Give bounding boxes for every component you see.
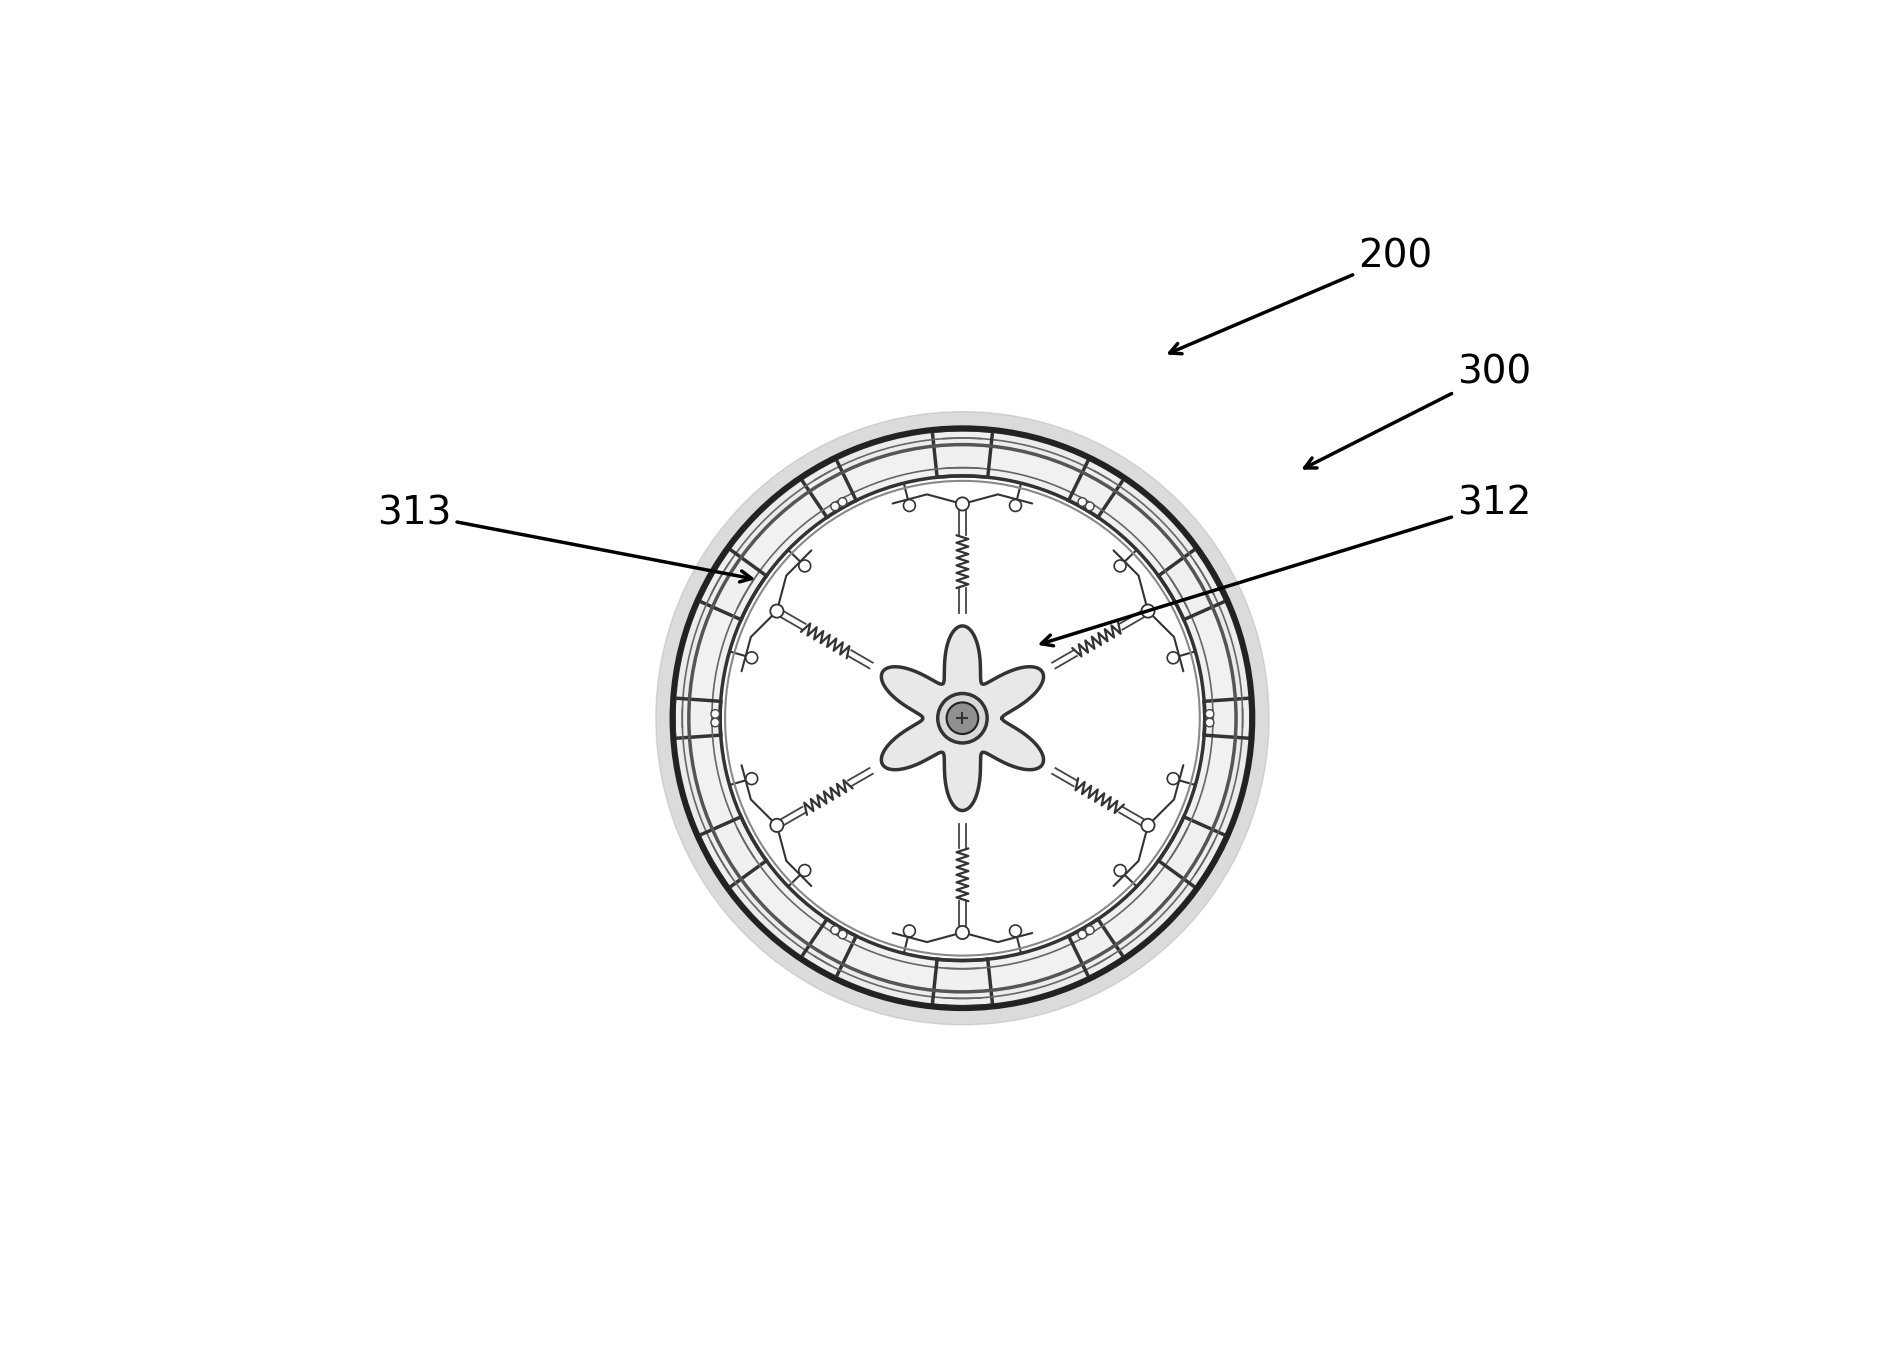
Polygon shape — [699, 817, 856, 977]
Circle shape — [710, 718, 720, 727]
Circle shape — [947, 703, 979, 734]
Text: 200: 200 — [1170, 238, 1432, 353]
Polygon shape — [1068, 817, 1225, 977]
Text: 313: 313 — [377, 495, 752, 582]
Circle shape — [831, 926, 839, 934]
Circle shape — [1205, 710, 1214, 718]
Circle shape — [1205, 718, 1214, 727]
Circle shape — [1085, 926, 1095, 934]
Circle shape — [746, 773, 758, 785]
Polygon shape — [672, 429, 1252, 1008]
Circle shape — [831, 501, 839, 511]
Circle shape — [1114, 560, 1127, 571]
Circle shape — [1010, 925, 1021, 937]
Polygon shape — [881, 626, 1044, 811]
Circle shape — [771, 819, 784, 832]
Circle shape — [839, 497, 847, 507]
Circle shape — [1010, 500, 1021, 511]
Circle shape — [1167, 773, 1180, 785]
Circle shape — [903, 500, 915, 511]
Polygon shape — [1068, 459, 1225, 619]
Circle shape — [799, 560, 811, 571]
Circle shape — [1114, 864, 1127, 877]
Circle shape — [1078, 497, 1087, 507]
Polygon shape — [801, 430, 992, 518]
Circle shape — [839, 930, 847, 938]
Circle shape — [903, 925, 915, 937]
Text: 300: 300 — [1305, 353, 1530, 469]
Circle shape — [1142, 604, 1155, 618]
Circle shape — [655, 411, 1269, 1025]
Polygon shape — [932, 919, 1123, 1007]
Polygon shape — [932, 430, 1123, 518]
Polygon shape — [1159, 699, 1250, 888]
Polygon shape — [1159, 548, 1250, 738]
Circle shape — [710, 710, 720, 718]
Circle shape — [1085, 501, 1095, 511]
Circle shape — [956, 926, 970, 938]
Polygon shape — [674, 548, 767, 738]
Circle shape — [746, 652, 758, 663]
Text: 312: 312 — [1042, 485, 1530, 645]
Circle shape — [1167, 652, 1180, 663]
Polygon shape — [801, 919, 992, 1007]
Circle shape — [672, 429, 1252, 1008]
Polygon shape — [674, 699, 767, 888]
Circle shape — [799, 864, 811, 877]
Polygon shape — [699, 459, 856, 619]
Circle shape — [938, 693, 987, 743]
Circle shape — [1078, 930, 1087, 938]
Circle shape — [1142, 819, 1155, 832]
Circle shape — [956, 497, 970, 511]
Circle shape — [771, 604, 784, 618]
